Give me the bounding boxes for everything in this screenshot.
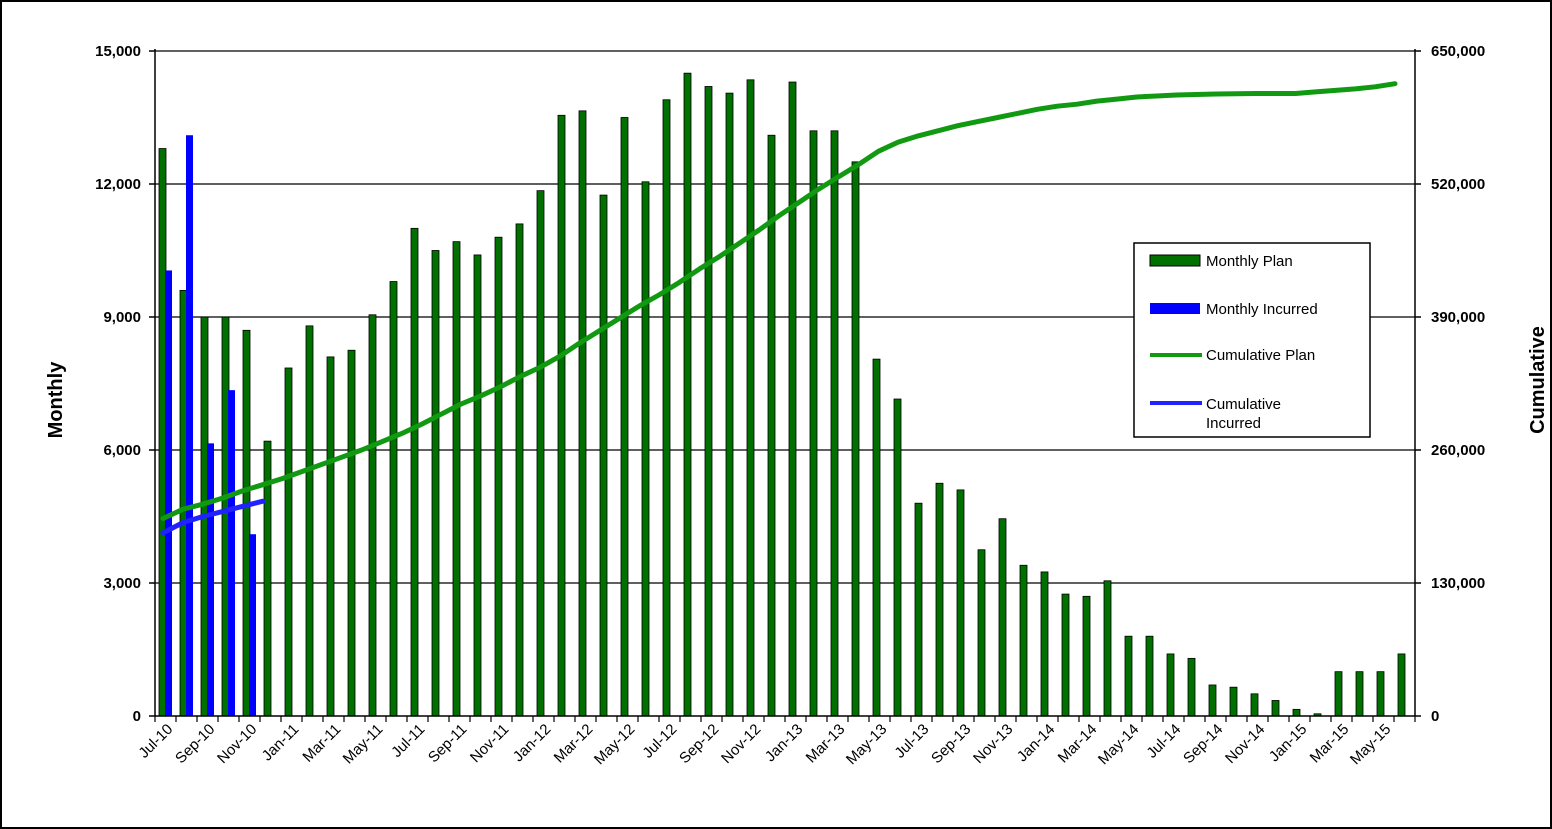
- monthly-plan-bar: [284, 367, 293, 717]
- monthly-incurred-bar: [249, 534, 256, 716]
- monthly-plan-bar: [368, 314, 377, 717]
- monthly-plan-bar: [557, 114, 566, 717]
- monthly-plan-bar: [956, 489, 965, 717]
- monthly-plan-bar: [1376, 671, 1385, 717]
- legend-swatch-monthly-incurred: [1150, 303, 1200, 314]
- monthly-plan-bar: [1187, 657, 1196, 717]
- monthly-plan-bar: [893, 398, 902, 717]
- legend-label-cumulative-incurred: Cumulative Incurred: [1206, 396, 1281, 432]
- tick-labels: 0 0 3,000 130,000 6,000 260,000 9,000 390,000 12…: [95, 43, 1485, 725]
- legend-label-cumulative-plan: Cumulative Plan: [1206, 347, 1315, 364]
- monthly-plan-bar: [473, 254, 482, 717]
- cumulative-plan-line: [160, 81, 1398, 521]
- monthly-plan-bar: [830, 130, 839, 717]
- monthly-plan-bar: [1397, 653, 1406, 717]
- monthly-plan-bar: [431, 250, 440, 717]
- monthly-plan-bar: [788, 81, 797, 717]
- monthly-incurred-bar: [186, 135, 193, 716]
- monthly-incurred-bar: [228, 390, 235, 716]
- monthly-plan-bar: [389, 281, 398, 717]
- axes: [149, 49, 1421, 722]
- monthly-plan-bar: [599, 194, 608, 717]
- right-axis-tick-label: 130,000: [1431, 575, 1485, 592]
- left-axis-tick-label: 6,000: [103, 442, 141, 459]
- monthly-plan-bar: [998, 518, 1007, 717]
- right-axis-title: Cumulative: [1527, 326, 1549, 434]
- monthly-plan-bar: [221, 316, 230, 717]
- monthly-plan-bar: [1292, 708, 1301, 717]
- monthly-plan-bar: [851, 161, 860, 717]
- monthly-plan-bar: [1334, 671, 1343, 717]
- monthly-plan-bar: [158, 148, 167, 717]
- monthly-plan-bar: [872, 358, 881, 717]
- left-axis-tick-label: 9,000: [103, 309, 141, 326]
- monthly-plan-bar: [704, 86, 713, 717]
- right-axis-tick-label: 520,000: [1431, 176, 1485, 193]
- monthly-plan-bar: [662, 99, 671, 717]
- left-axis-tick-label: 0: [133, 708, 141, 725]
- monthly-plan-bar: [347, 349, 356, 717]
- cumulative-incurred-line: [160, 498, 266, 536]
- monthly-plan-bar: [1103, 580, 1112, 717]
- legend-label-monthly-incurred: Monthly Incurred: [1206, 301, 1318, 318]
- monthly-plan-bar: [746, 79, 755, 717]
- monthly-plan-bar: [326, 356, 335, 717]
- monthly-plan-bar: [977, 549, 986, 717]
- left-axis-tick-label: 15,000: [95, 43, 141, 60]
- right-axis-tick-label: 650,000: [1431, 43, 1485, 60]
- right-axis-tick-label: 260,000: [1431, 442, 1485, 459]
- monthly-plan-bar: [1229, 686, 1238, 717]
- monthly-plan-bar: [452, 241, 461, 717]
- left-axis-title: Monthly: [45, 361, 67, 439]
- monthly-plan-bar: [1124, 635, 1133, 717]
- right-axis-tick-label: 390,000: [1431, 309, 1485, 326]
- monthly-plan-bar: [1145, 635, 1154, 717]
- monthly-plan-bar: [179, 289, 188, 717]
- monthly-plan-bar: [1250, 693, 1259, 717]
- monthly-plan-bar: [809, 130, 818, 717]
- monthly-plan-bar: [1208, 684, 1217, 717]
- monthly-plan-bar: [242, 329, 251, 717]
- monthly-plan-bar: [914, 502, 923, 717]
- monthly-incurred-bar: [207, 443, 214, 716]
- right-axis-tick-label: 0: [1431, 708, 1439, 725]
- legend-label-monthly-plan: Monthly Plan: [1206, 253, 1293, 270]
- monthly-plan-bar: [1166, 653, 1175, 717]
- monthly-plan-bar: [935, 482, 944, 717]
- monthly-plan-bar: [536, 190, 545, 717]
- monthly-plan-bar: [578, 110, 587, 717]
- monthly-plan-bar: [515, 223, 524, 717]
- bars: [158, 72, 1406, 717]
- monthly-plan-bar: [1061, 593, 1070, 717]
- monthly-plan-bar: [1082, 595, 1091, 717]
- monthly-plan-bar: [305, 325, 314, 717]
- monthly-plan-bar: [1019, 564, 1028, 717]
- monthly-incurred-bar: [165, 270, 172, 716]
- monthly-plan-bar: [725, 92, 734, 717]
- lines: [160, 81, 1398, 536]
- monthly-plan-bar: [1355, 671, 1364, 717]
- monthly-plan-bar: [620, 117, 629, 717]
- monthly-plan-bar: [1040, 571, 1049, 717]
- left-axis-tick-label: 12,000: [95, 176, 141, 193]
- monthly-plan-bar: [494, 236, 503, 717]
- monthly-plan-bar: [1271, 700, 1280, 717]
- left-axis-tick-label: 3,000: [103, 575, 141, 592]
- monthly-plan-bar: [641, 181, 650, 717]
- legend-swatch-monthly-plan: [1149, 254, 1201, 267]
- legend: Monthly Plan Monthly Incurred Cumulative…: [1133, 242, 1371, 438]
- monthly-plan-bar: [410, 227, 419, 717]
- monthly-plan-bar: [683, 72, 692, 717]
